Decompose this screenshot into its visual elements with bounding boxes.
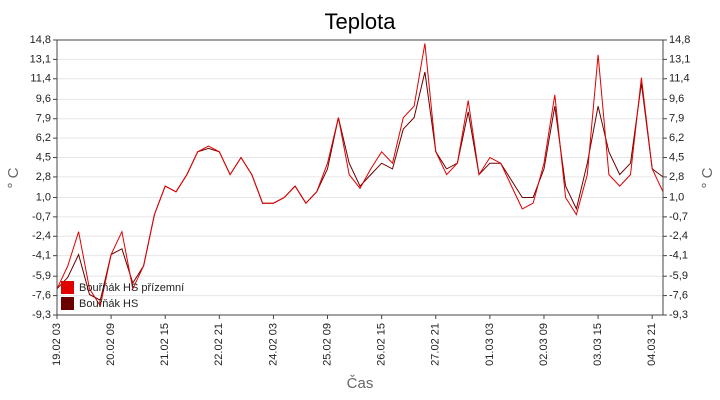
y-tick-label: 2,8 — [36, 171, 51, 183]
x-tick-label: 02.03 09 — [538, 323, 550, 366]
y-tick-label: 1,0 — [36, 191, 51, 203]
x-tick-label: 19.02 03 — [51, 323, 63, 366]
y2-tick-label: -2,4 — [669, 230, 688, 242]
y2-tick-label: 13,1 — [669, 53, 690, 65]
y-tick-label: 13,1 — [30, 53, 51, 65]
x-tick-label: 26.02 15 — [376, 323, 388, 366]
x-tick-label: 03.03 15 — [592, 323, 604, 366]
x-tick-label: 01.03 03 — [484, 323, 496, 366]
plot-frame — [56, 39, 664, 316]
y-tick-label: 11,4 — [30, 73, 51, 85]
y2-tick-label: 9,6 — [669, 93, 684, 105]
y-tick-label: -7,6 — [32, 290, 51, 302]
y2-tick-label: -7,6 — [669, 290, 688, 302]
y-tick-label: 4,5 — [36, 151, 51, 163]
x-tick-label: 24.02 03 — [267, 323, 279, 366]
y-tick-label: 9,6 — [36, 93, 51, 105]
chart-title: Teplota — [325, 9, 397, 34]
legend-swatch — [61, 297, 74, 310]
y-tick-label: -2,4 — [32, 230, 51, 242]
y2-axis-title: ° C — [699, 167, 716, 188]
series-line — [56, 43, 664, 308]
y2-tick-label: 6,2 — [669, 132, 684, 144]
y-tick-label: -4,1 — [32, 250, 51, 262]
y2-tick-label: -9,3 — [669, 309, 688, 321]
series-line — [56, 71, 664, 301]
y-tick-label: 6,2 — [36, 132, 51, 144]
y2-tick-label: -4,1 — [669, 250, 688, 262]
y2-tick-label: 1,0 — [669, 191, 684, 203]
y-tick-label: -9,3 — [32, 309, 51, 321]
y-tick-label: -0,7 — [32, 211, 51, 223]
y2-tick-label: -0,7 — [669, 211, 688, 223]
x-axis-title: Čas — [347, 375, 374, 392]
y2-tick-label: -5,9 — [669, 270, 688, 282]
x-tick-label: 27.02 21 — [430, 323, 442, 366]
x-tick-label: 21.02 15 — [159, 323, 171, 366]
y-tick-label: -5,9 — [32, 270, 51, 282]
y-axis-title: ° C — [5, 167, 22, 188]
y2-tick-label: 7,9 — [669, 113, 684, 125]
y2-tick-label: 2,8 — [669, 171, 684, 183]
x-tick-label: 25.02 09 — [321, 323, 333, 366]
legend-swatch — [61, 281, 74, 294]
legend-label: Bouřňák HS — [79, 298, 138, 310]
y2-tick-label: 11,4 — [669, 73, 690, 85]
x-tick-label: 04.03 21 — [646, 323, 658, 366]
legend-label: Bouřňák HS přízemní — [79, 282, 184, 294]
y-tick-label: 14,8 — [30, 34, 51, 46]
x-tick-label: 20.02 09 — [105, 323, 117, 366]
y2-tick-label: 4,5 — [669, 151, 684, 163]
y-tick-label: 7,9 — [36, 113, 51, 125]
y2-tick-label: 14,8 — [669, 34, 690, 46]
x-tick-label: 22.02 21 — [213, 323, 225, 366]
